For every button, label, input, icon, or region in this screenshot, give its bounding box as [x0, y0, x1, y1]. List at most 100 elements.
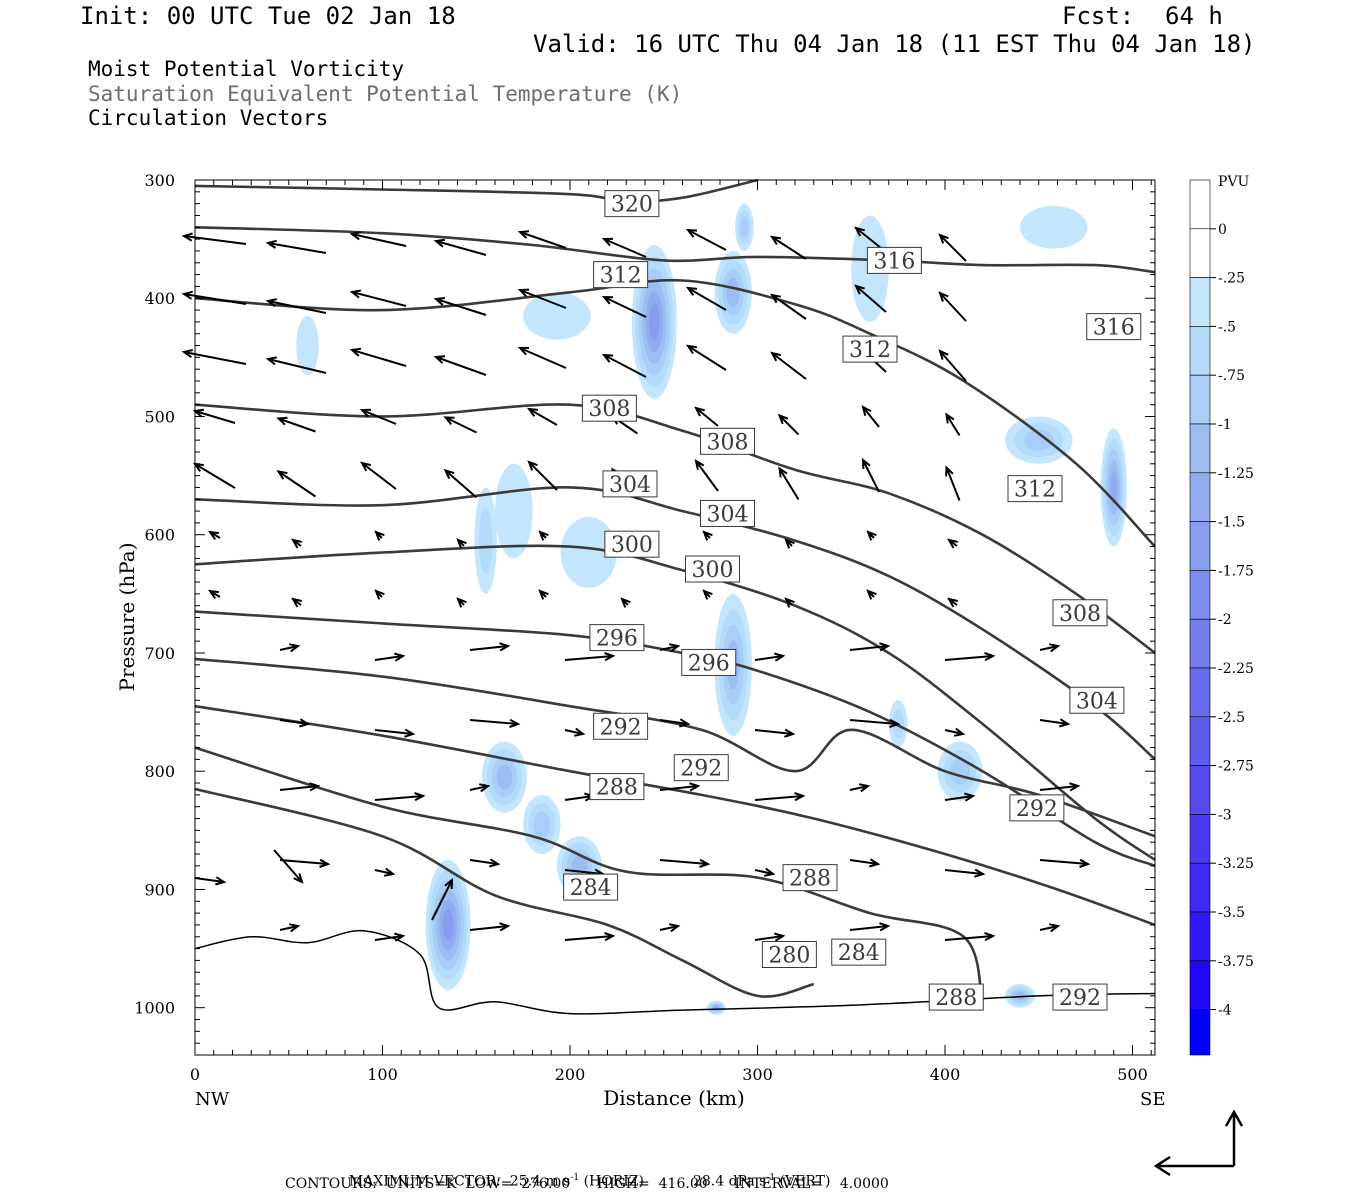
contour-label: 292	[600, 715, 642, 740]
circulation-vector	[265, 239, 327, 254]
circulation-vector	[1039, 718, 1071, 728]
contour-label: 292	[1016, 797, 1058, 822]
colorbar-swatch	[1189, 667, 1211, 718]
contour-label-box	[700, 499, 755, 527]
circulation-vector	[359, 408, 397, 425]
contour-label-box	[589, 773, 645, 801]
circulation-vector	[849, 642, 891, 652]
colorbar-swatch	[1189, 911, 1211, 962]
colorbar-label: -4	[1218, 1003, 1232, 1019]
contour-label: 296	[688, 651, 730, 676]
y-tick-label: 1000	[134, 999, 175, 1018]
mpv-shading	[296, 203, 1127, 1015]
circulation-vector	[527, 460, 558, 491]
x-tick-label: 500	[1117, 1065, 1148, 1084]
init-time: Init: 00 UTC Tue 02 Jan 18	[80, 2, 456, 30]
circulation-vector	[938, 349, 967, 382]
circulation-vector	[861, 405, 880, 428]
circulation-vector	[777, 413, 800, 436]
circulation-vector	[938, 233, 967, 262]
circulation-vector	[778, 466, 800, 501]
contour-label-box	[563, 873, 619, 901]
circulation-vector	[866, 530, 877, 541]
circulation-vector	[374, 530, 385, 541]
circulation-vector	[784, 538, 795, 549]
circulation-vector	[433, 297, 487, 316]
y-tick-label: 300	[144, 171, 175, 190]
contour-label-box	[1007, 475, 1063, 503]
contour-label-box	[602, 470, 658, 498]
circulation-vector	[1039, 643, 1061, 653]
y-tick-label: 900	[144, 880, 175, 899]
circulation-vector	[944, 727, 966, 737]
circulation-vector	[620, 597, 631, 608]
isentrope-304	[194, 486, 1156, 761]
circulation-vector	[945, 412, 961, 437]
colorbar-label: -.25	[1218, 271, 1245, 287]
circulation-vector	[374, 932, 406, 942]
colorbar-swatch	[1189, 228, 1211, 278]
circulation-vector	[564, 727, 586, 737]
circulation-vector	[685, 228, 727, 251]
circulation-vector	[659, 718, 691, 728]
forecast-label: Fcst:	[1062, 2, 1135, 30]
circulation-vector	[861, 457, 880, 493]
colorbar-swatch	[1189, 1009, 1211, 1056]
circulation-vector	[291, 538, 303, 549]
contour-label: 304	[609, 473, 651, 498]
contour-label: 288	[935, 986, 977, 1011]
circulation-vector	[433, 355, 487, 376]
mpv-region	[740, 216, 749, 238]
circulation-vectors	[181, 226, 1091, 942]
circulation-vector	[564, 792, 596, 802]
isentrope-284	[194, 746, 984, 1009]
colorbar-label: -2.25	[1218, 661, 1254, 677]
mpv-region	[496, 764, 513, 790]
isentrope-288	[194, 704, 1156, 927]
circulation-vector	[659, 923, 681, 933]
contour-label-box	[842, 335, 898, 363]
circulation-vector	[538, 530, 549, 541]
circulation-vector	[273, 849, 304, 884]
mpv-region	[533, 811, 551, 838]
contour-label-box	[700, 427, 755, 455]
circulation-vector	[433, 238, 487, 256]
y-tick-label: 800	[144, 762, 175, 781]
contour-label: 300	[692, 558, 734, 583]
circulation-vector	[456, 538, 467, 549]
circulation-vector	[694, 459, 719, 492]
circulation-vector	[291, 597, 303, 608]
contour-label-box	[681, 648, 737, 676]
circulation-vector	[938, 291, 967, 322]
reference-vector-key	[1153, 1109, 1244, 1177]
colorbar-label: -1	[1218, 417, 1232, 433]
contour-label: 288	[789, 867, 831, 892]
colorbar-label: -.5	[1218, 319, 1236, 335]
contour-label: 316	[873, 249, 915, 274]
circulation-vector	[181, 349, 247, 365]
circulation-vector	[866, 589, 877, 600]
contour-label-box	[831, 938, 887, 966]
y-axis-title: Pressure (hPa)	[115, 543, 139, 692]
contour-label-box	[1069, 686, 1125, 714]
mpv-region	[523, 292, 591, 340]
isentrope-312	[194, 278, 1156, 548]
circulation-vector	[849, 922, 891, 932]
contour-label-box	[1052, 599, 1108, 627]
circulation-vector	[181, 290, 247, 305]
colorbar-swatch	[1189, 716, 1211, 766]
circulation-vector	[349, 231, 407, 247]
isentrope-296	[194, 610, 1156, 868]
colorbar-label: 0	[1218, 222, 1227, 238]
isentropes	[194, 178, 1156, 1009]
circulation-vector	[564, 932, 616, 942]
circulation-vector	[194, 876, 227, 886]
max-horiz-value: 25.4 m s	[509, 1173, 571, 1190]
colorbar-swatch	[1189, 960, 1211, 1010]
mpv-region	[1020, 206, 1088, 249]
colorbar-swatch	[1189, 862, 1211, 913]
vert-exponent: -1	[766, 1173, 776, 1183]
contour-label: 320	[611, 193, 653, 218]
circulation-vector	[538, 589, 549, 600]
